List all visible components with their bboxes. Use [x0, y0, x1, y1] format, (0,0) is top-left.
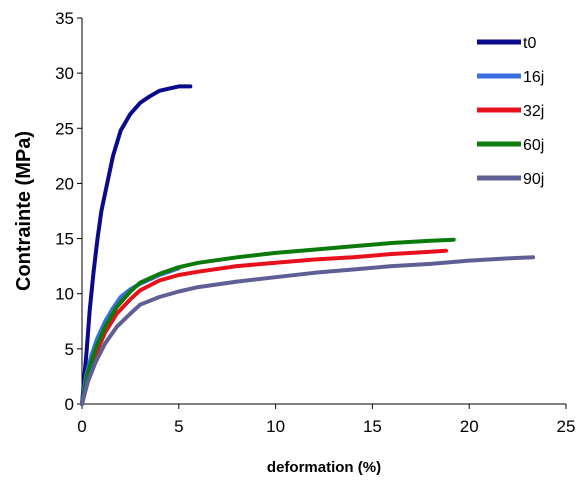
- axes: 0 5 10 15 20 25 0 5 10 15 20 25 30 35: [55, 9, 575, 436]
- x-tick-label: 0: [77, 417, 86, 436]
- x-tick-label: 25: [557, 417, 576, 436]
- y-tick-label: 35: [55, 9, 74, 28]
- legend-label-60j: 60j: [523, 137, 544, 154]
- legend-label-32j: 32j: [523, 103, 544, 120]
- y-tick-label: 0: [65, 395, 74, 414]
- y-tick-label: 30: [55, 64, 74, 83]
- legend-label-16j: 16j: [523, 69, 544, 86]
- x-tick-label: 20: [460, 417, 479, 436]
- legend-label-90j: 90j: [523, 171, 544, 188]
- series-line-32j: [80, 248, 448, 406]
- y-tick-label: 20: [55, 174, 74, 193]
- y-tick-label: 10: [55, 285, 74, 304]
- y-axis-ticks: 0 5 10 15 20 25 30 35: [55, 9, 82, 414]
- x-axis-ticks: 0 5 10 15 20 25: [77, 404, 575, 436]
- x-axis-title: deformation (%): [267, 459, 381, 476]
- x-tick-label: 15: [363, 417, 382, 436]
- x-tick-label: 10: [266, 417, 285, 436]
- series-line-90j: [80, 255, 536, 406]
- x-tick-label: 5: [174, 417, 183, 436]
- y-tick-label: 5: [65, 340, 74, 359]
- y-tick-label: 15: [55, 230, 74, 249]
- series-line-t0: [80, 84, 193, 406]
- series-line-16j: [80, 266, 181, 406]
- y-axis-title: Contrainte (MPa): [13, 131, 35, 291]
- series-lines: [80, 84, 536, 406]
- legend-label-t0: t0: [523, 35, 536, 52]
- legend: t0 16j 32j 60j 90j: [477, 35, 544, 188]
- y-tick-label: 25: [55, 119, 74, 138]
- series-line-60j: [80, 237, 456, 406]
